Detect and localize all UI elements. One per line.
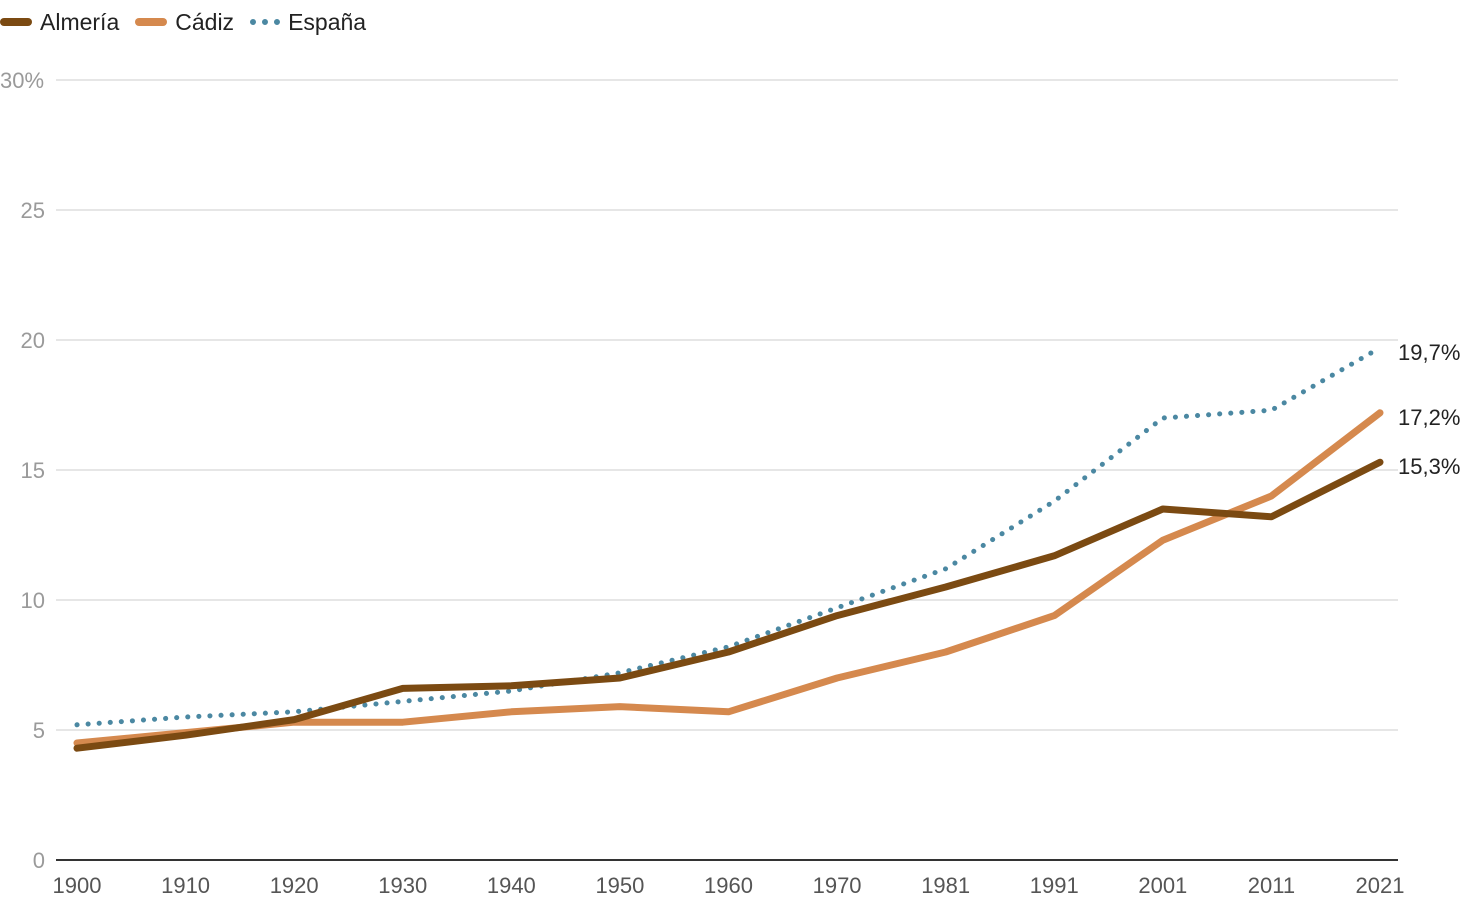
x-tick-label: 1940 bbox=[487, 873, 536, 898]
end-label-cádiz: 17,2% bbox=[1398, 405, 1460, 430]
y-tick-label: 10 bbox=[21, 588, 45, 613]
x-tick-label: 1950 bbox=[595, 873, 644, 898]
x-tick-label: 1970 bbox=[813, 873, 862, 898]
legend-item-almeria[interactable]: Almería bbox=[0, 9, 119, 36]
legend-item-cadiz[interactable]: Cádiz bbox=[135, 9, 234, 36]
legend-swatch-almeria bbox=[0, 18, 32, 26]
x-tick-label: 1910 bbox=[161, 873, 210, 898]
y-tick-label: 20 bbox=[21, 328, 45, 353]
legend-label-almeria: Almería bbox=[40, 8, 120, 35]
legend-swatch-espana bbox=[250, 19, 281, 25]
y-tick-label: 0 bbox=[33, 848, 45, 873]
y-tick-label: 15 bbox=[21, 458, 45, 483]
x-tick-label: 2021 bbox=[1356, 873, 1405, 898]
x-tick-label: 1920 bbox=[270, 873, 319, 898]
x-tick-label: 2001 bbox=[1138, 873, 1187, 898]
legend-label-espana: España bbox=[288, 8, 367, 35]
legend-swatch-cadiz bbox=[135, 18, 168, 26]
series-line-cádiz bbox=[73, 409, 1384, 747]
y-tick-label: 5 bbox=[33, 718, 45, 743]
legend-item-espana[interactable]: España bbox=[250, 9, 366, 36]
legend: Almería Cádiz España bbox=[0, 6, 366, 38]
series-line-españa bbox=[74, 345, 1383, 728]
y-tick-label: 25 bbox=[21, 198, 45, 223]
x-tick-label: 1981 bbox=[921, 873, 970, 898]
x-tick-label: 1900 bbox=[53, 873, 102, 898]
series-line-almería bbox=[73, 458, 1384, 752]
end-label-españa: 19,7% bbox=[1398, 340, 1460, 365]
end-label-almería: 15,3% bbox=[1398, 454, 1460, 479]
legend-label-cadiz: Cádiz bbox=[175, 8, 235, 35]
y-tick-label: 30% bbox=[0, 68, 44, 93]
x-tick-label: 1991 bbox=[1030, 873, 1079, 898]
x-tick-label: 1930 bbox=[378, 873, 427, 898]
x-tick-label: 1960 bbox=[704, 873, 753, 898]
x-tick-label: 2011 bbox=[1248, 873, 1295, 898]
